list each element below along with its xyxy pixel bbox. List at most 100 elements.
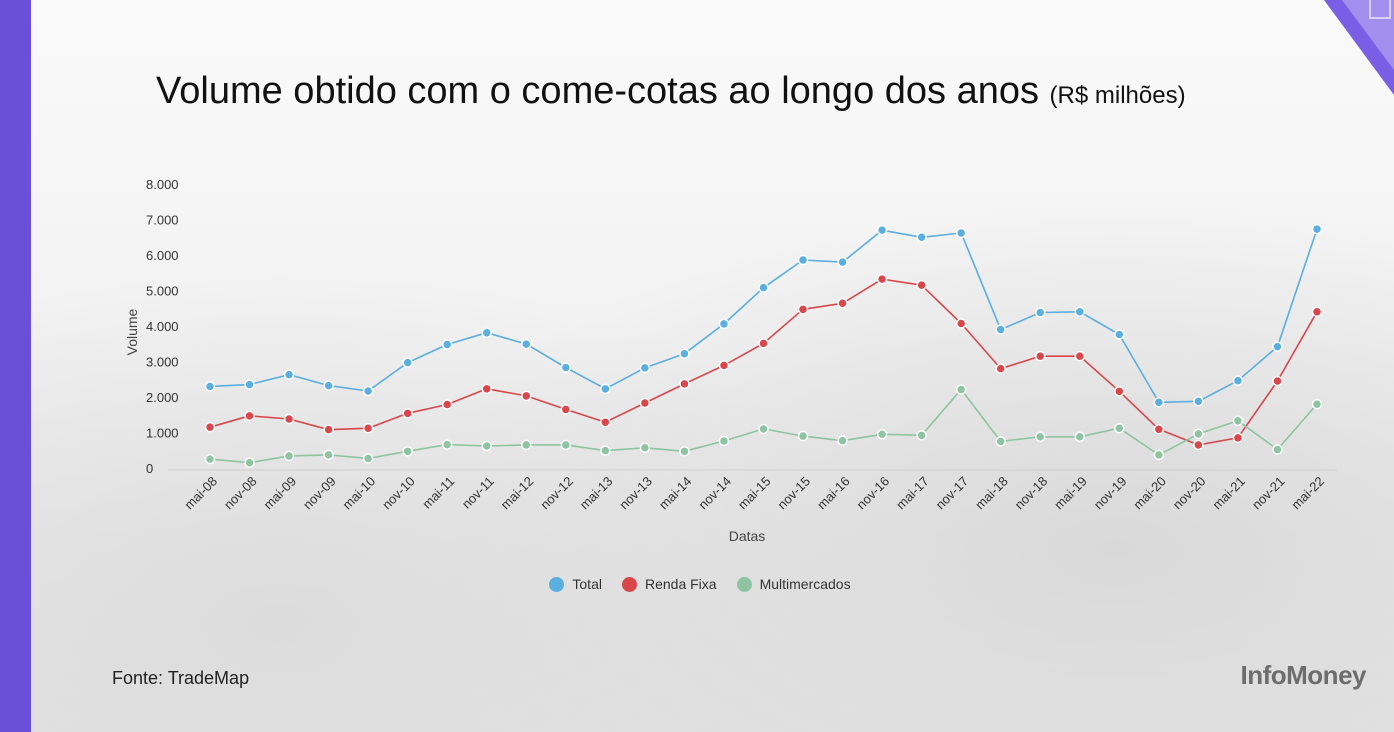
chart-title-main: Volume obtido com o come-cotas ao longo … xyxy=(156,70,1039,112)
data-point-multimercados xyxy=(244,457,255,468)
chart-title: Volume obtido com o come-cotas ao longo … xyxy=(156,70,1186,113)
data-point-multimercados xyxy=(362,453,374,464)
x-tick-label: nov-17 xyxy=(933,474,972,513)
data-point-multimercados xyxy=(560,439,572,451)
data-point-renda-fixa xyxy=(837,298,848,309)
data-point-multimercados xyxy=(204,453,216,465)
data-point-multimercados xyxy=(639,442,651,454)
data-point-total xyxy=(521,338,532,350)
x-tick-label: mai-21 xyxy=(1209,474,1248,513)
data-point-total xyxy=(600,383,611,395)
data-point-multimercados xyxy=(1232,415,1244,427)
x-tick-label: mai-15 xyxy=(735,474,774,513)
data-point-multimercados xyxy=(1114,422,1125,434)
data-point-total xyxy=(362,385,374,397)
y-tick-label: 5.000 xyxy=(146,284,179,299)
data-point-total xyxy=(323,380,334,391)
x-tick-label: mai-09 xyxy=(260,474,299,513)
data-point-total xyxy=(718,318,730,330)
data-point-total xyxy=(758,282,769,293)
data-point-total xyxy=(679,348,690,359)
expand-icon xyxy=(1369,0,1391,19)
y-tick-label: 7.000 xyxy=(146,213,179,228)
x-tick-label: nov-11 xyxy=(459,474,497,512)
y-tick-label: 6.000 xyxy=(146,248,179,263)
data-point-multimercados xyxy=(718,435,730,447)
y-tick-label: 0 xyxy=(146,461,153,476)
data-point-total xyxy=(283,369,295,380)
data-point-multimercados xyxy=(916,430,927,441)
data-point-renda-fixa xyxy=(1272,375,1283,387)
data-point-renda-fixa xyxy=(679,378,690,390)
data-point-total xyxy=(995,324,1006,335)
legend-item-multimercados[interactable]: Multimercados xyxy=(736,576,851,592)
x-tick-label: nov-09 xyxy=(300,474,339,513)
data-point-renda-fixa xyxy=(995,363,1006,374)
data-point-renda-fixa xyxy=(916,279,927,291)
data-point-renda-fixa xyxy=(876,273,888,285)
data-point-multimercados xyxy=(1153,449,1165,461)
data-point-multimercados xyxy=(876,429,888,440)
data-point-total xyxy=(1114,329,1125,340)
x-tick-label: mai-16 xyxy=(814,474,853,513)
data-point-total xyxy=(1193,396,1204,407)
data-point-multimercados xyxy=(402,446,413,457)
data-point-renda-fixa xyxy=(1311,306,1323,318)
x-tick-label: mai-14 xyxy=(656,474,695,513)
data-point-total xyxy=(639,362,651,374)
data-point-renda-fixa xyxy=(244,410,255,422)
data-point-multimercados xyxy=(1074,431,1086,443)
corner-decoration xyxy=(1324,0,1394,95)
data-point-total xyxy=(560,362,572,373)
x-tick-label: mai-10 xyxy=(340,474,379,513)
chart-title-unit: (R$ milhões) xyxy=(1049,82,1186,109)
legend-marker-multimercados xyxy=(736,576,752,592)
data-point-multimercados xyxy=(481,440,492,452)
data-point-renda-fixa xyxy=(639,397,651,409)
data-point-renda-fixa xyxy=(323,424,334,435)
x-tick-label: nov-18 xyxy=(1012,474,1051,513)
x-tick-label: mai-17 xyxy=(893,474,932,513)
x-tick-label: nov-12 xyxy=(537,474,576,513)
data-point-renda-fixa xyxy=(1035,350,1046,362)
x-tick-label: nov-19 xyxy=(1091,474,1130,513)
x-tick-label: mai-19 xyxy=(1051,474,1090,513)
data-point-renda-fixa xyxy=(283,413,295,425)
data-point-renda-fixa xyxy=(362,422,374,434)
data-point-renda-fixa xyxy=(204,421,216,433)
data-point-renda-fixa xyxy=(600,416,611,428)
data-point-total xyxy=(1035,307,1046,318)
x-tick-label: mai-08 xyxy=(181,474,220,513)
data-point-total xyxy=(1311,223,1323,235)
x-tick-label: mai-18 xyxy=(972,474,1011,513)
infomoney-logo[interactable]: InfoMoney xyxy=(1240,660,1367,690)
x-tick-label: nov-08 xyxy=(221,474,260,513)
x-tick-label: nov-21 xyxy=(1249,474,1288,513)
y-tick-label: 3.000 xyxy=(146,355,179,370)
data-point-renda-fixa xyxy=(441,399,453,410)
data-point-total xyxy=(876,224,888,236)
data-point-multimercados xyxy=(679,446,690,457)
data-point-total xyxy=(955,227,967,239)
data-point-renda-fixa xyxy=(955,318,967,329)
x-tick-label: mai-13 xyxy=(577,474,616,513)
legend-item-total[interactable]: Total xyxy=(549,576,602,592)
data-point-multimercados xyxy=(283,450,295,462)
data-point-multimercados xyxy=(1193,428,1204,440)
data-point-renda-fixa xyxy=(797,304,809,315)
legend-item-renda-fixa[interactable]: Renda Fixa xyxy=(621,576,717,592)
y-axis-title: Volume xyxy=(124,308,140,355)
data-point-total xyxy=(402,357,413,368)
y-tick-label: 2.000 xyxy=(146,390,179,405)
data-point-renda-fixa xyxy=(402,408,413,419)
data-point-multimercados xyxy=(521,439,532,451)
data-point-total xyxy=(441,339,453,350)
data-point-renda-fixa xyxy=(718,360,730,371)
data-point-renda-fixa xyxy=(1193,439,1204,451)
x-tick-label: nov-16 xyxy=(854,474,893,513)
data-point-multimercados xyxy=(1035,431,1046,443)
data-point-multimercados xyxy=(797,430,809,442)
data-point-renda-fixa xyxy=(560,404,572,415)
